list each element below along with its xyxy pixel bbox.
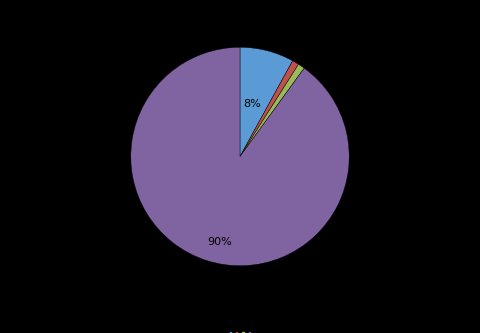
Wedge shape <box>240 61 299 157</box>
Wedge shape <box>131 47 349 266</box>
Wedge shape <box>240 64 304 157</box>
Legend: , , , : , , , <box>230 332 250 333</box>
Text: 8%: 8% <box>243 99 261 109</box>
Wedge shape <box>240 47 293 157</box>
Text: 90%: 90% <box>207 237 232 247</box>
